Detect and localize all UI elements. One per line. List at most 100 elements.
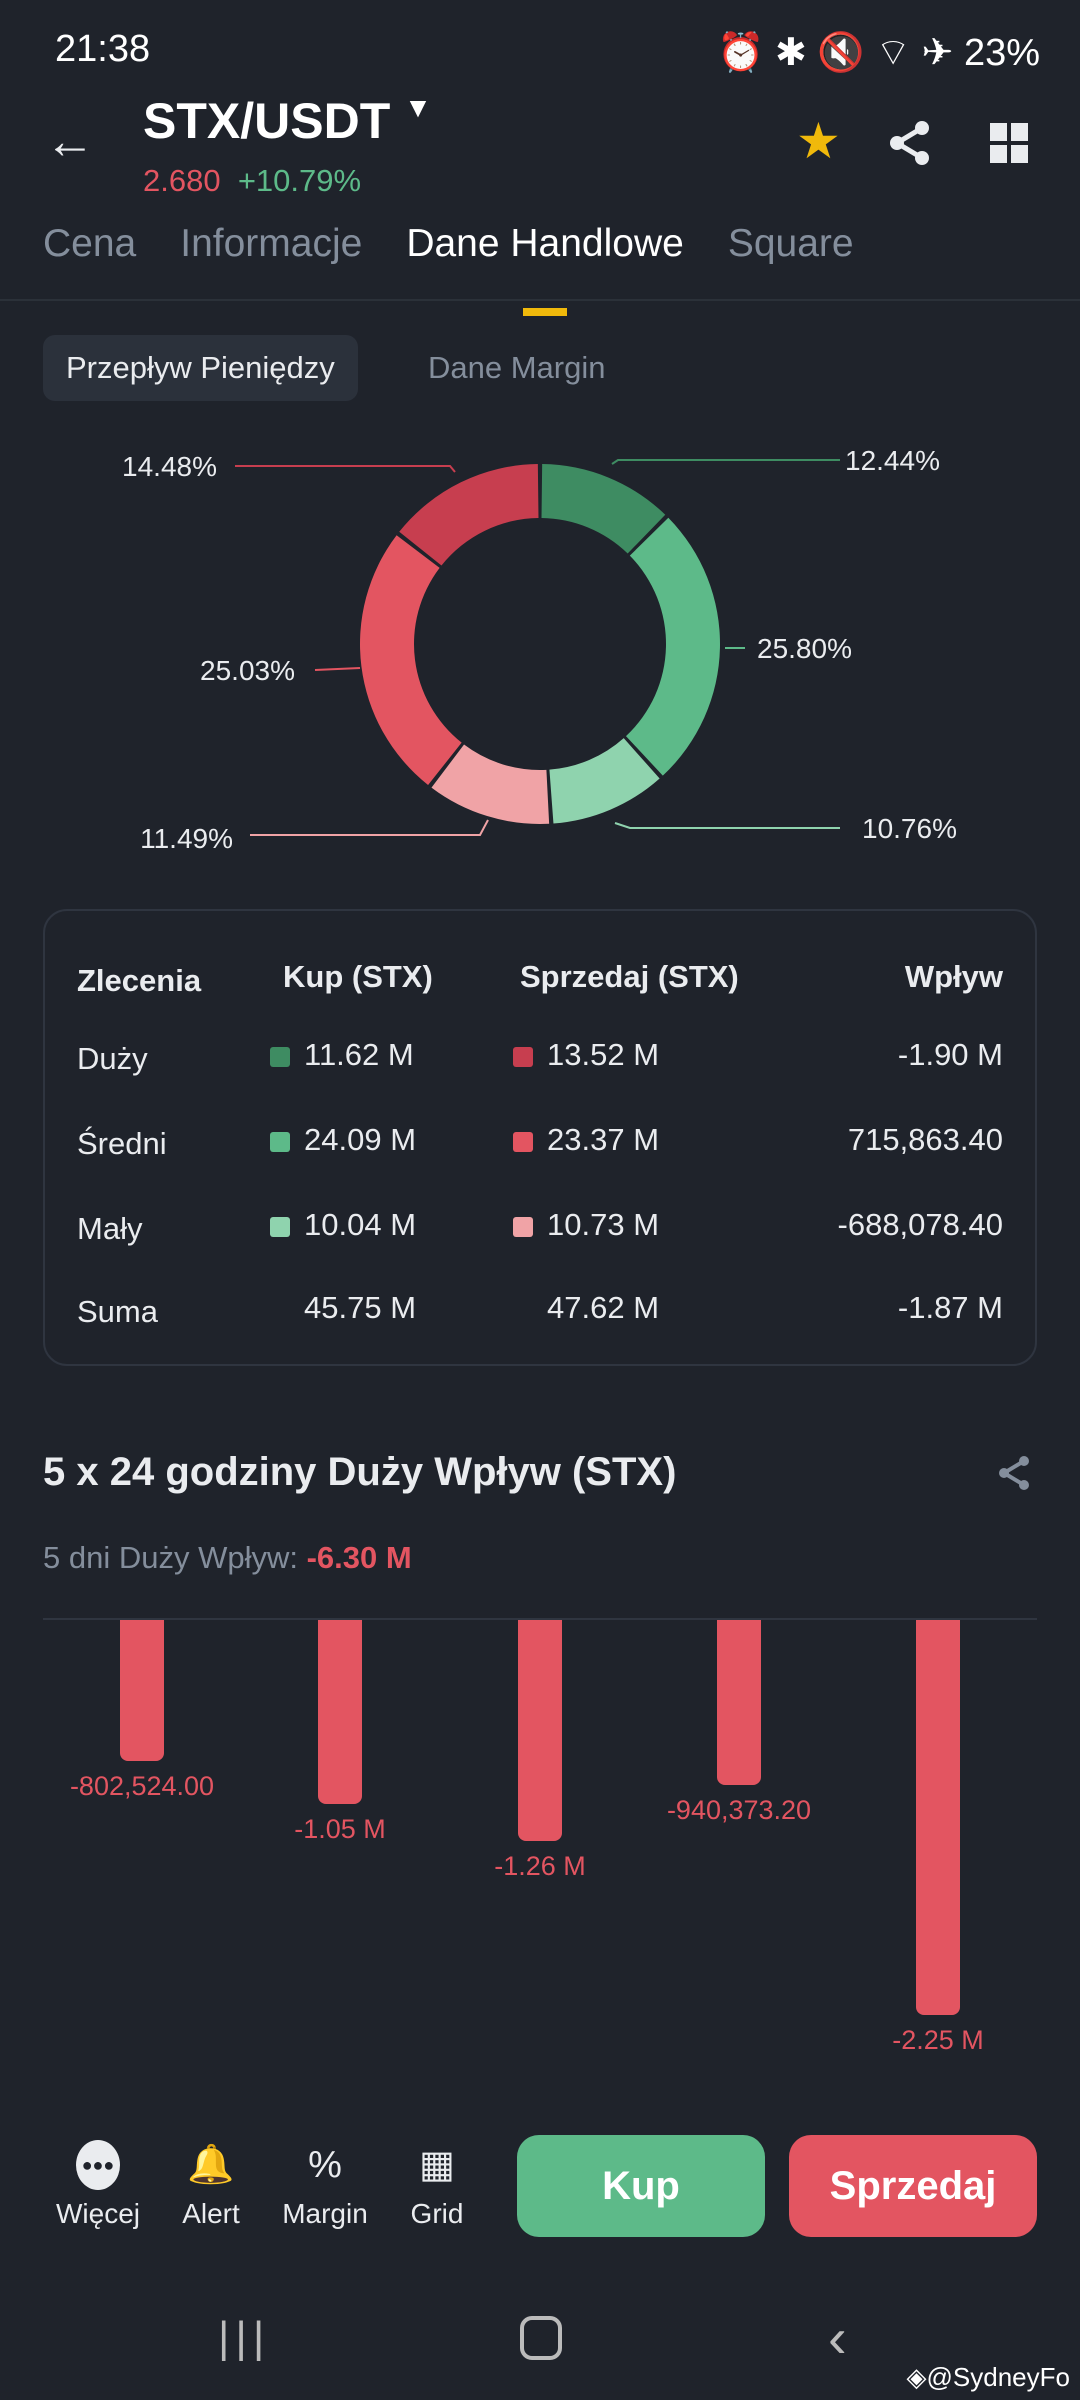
subtab-money-flow[interactable]: Przepływ Pieniędzy [43, 335, 358, 401]
grid-layout-icon[interactable] [990, 123, 1028, 163]
pair-title[interactable]: STX/USDT ▼ [143, 92, 432, 150]
share-icon[interactable] [888, 120, 932, 166]
status-icons: ⏰ ✱ 🔇 ⌔ ✈ [717, 32, 964, 74]
donut-label: 11.49% [140, 823, 233, 854]
sell-legend-swatch [513, 1131, 533, 1152]
tab-divider [0, 299, 1080, 301]
donut-label: 25.80% [757, 633, 852, 664]
header-buy: Kup (STX) [283, 959, 433, 994]
inflow-subtitle-value: -6.30 M [306, 1540, 412, 1575]
sell-value: 10.73 M [547, 1207, 660, 1242]
inflow-subtitle: 5 dni Duży Wpływ: -6.30 M [43, 1540, 412, 1576]
donut-leader-line [611, 459, 840, 465]
donut-leader-line [250, 819, 489, 836]
toolbar-label: Alert [182, 2198, 240, 2229]
buy-legend-swatch [270, 1131, 290, 1152]
inflow-bar-label: -1.05 M [294, 1814, 386, 1845]
bell-icon: 🔔 [187, 2144, 235, 2186]
donut-leader-line [235, 465, 456, 473]
inflow-bar [717, 1620, 761, 1786]
toolbar-label: Grid [410, 2198, 464, 2229]
toolbar-grid[interactable]: ▦ Grid [382, 2140, 492, 2230]
watermark-text: @SydneyFo [926, 2362, 1070, 2392]
toolbar-alert[interactable]: 🔔 Alert [156, 2140, 266, 2230]
price-row: 2.680 +10.79% [143, 163, 361, 199]
row-name: Duży [77, 1041, 148, 1076]
back-arrow-icon[interactable]: ← [45, 113, 95, 169]
battery-level: 23% [963, 32, 1040, 74]
inflow-bar [916, 1620, 960, 2015]
row-flow: 715,863.40 [847, 1122, 1003, 1157]
star-icon[interactable]: ★ [796, 113, 841, 169]
donut-slice [399, 464, 539, 566]
row-flow: -1.90 M [897, 1037, 1003, 1072]
buy-value: 45.75 M [304, 1290, 417, 1325]
sell-button[interactable]: Sprzedaj [789, 2135, 1037, 2237]
tab-trading-data[interactable]: Dane Handlowe [406, 222, 684, 316]
pair-name: STX/USDT [143, 93, 391, 149]
back-nav-icon[interactable]: ‹ [828, 2306, 847, 2369]
row-sell: 23.37 M [513, 1122, 659, 1158]
donut-label: 14.48% [122, 451, 217, 482]
grid-icon: ▦ [419, 2144, 455, 2186]
dropdown-icon: ▼ [404, 92, 432, 123]
row-sell: 47.62 M [513, 1290, 659, 1326]
inflow-share-icon[interactable] [997, 1455, 1031, 1491]
donut-slice [549, 738, 660, 824]
tab-bar: Cena Informacje Dane Handlowe Square [43, 222, 854, 316]
chart-baseline [43, 1618, 1037, 1620]
donut-slice [359, 535, 462, 785]
header-sell: Sprzedaj (STX) [520, 959, 739, 994]
more-icon: ●●● [76, 2140, 120, 2190]
tab-info[interactable]: Informacje [180, 222, 363, 265]
percent-icon: % [308, 2144, 342, 2186]
tab-price[interactable]: Cena [43, 222, 137, 265]
inflow-bar-label: -2.25 M [892, 2025, 984, 2055]
status-time: 21:38 [55, 28, 151, 70]
home-icon[interactable] [520, 2316, 562, 2360]
toolbar-label: Więcej [55, 2198, 140, 2229]
donut-slice [541, 464, 666, 554]
row-sell: 10.73 M [513, 1207, 659, 1243]
header-orders: Zlecenia [77, 963, 202, 998]
row-name: Suma [77, 1294, 158, 1329]
buy-value: 24.09 M [304, 1122, 417, 1157]
buy-value: 10.04 M [304, 1207, 417, 1242]
status-battery: ⏰ ✱ 🔇 ⌔ ✈ 23% [717, 28, 1040, 76]
inflow-bar [318, 1620, 362, 1805]
sell-value: 13.52 M [547, 1037, 660, 1072]
inflow-bar [120, 1620, 164, 1761]
row-sell: 13.52 M [513, 1037, 659, 1073]
row-buy: 24.09 M [270, 1122, 416, 1158]
row-buy: 10.04 M [270, 1207, 416, 1243]
inflow-subtitle-label: 5 dni Duży Wpływ: [43, 1540, 298, 1575]
watermark: ◈@SydneyFo [906, 2362, 1070, 2392]
buy-legend-swatch [270, 1216, 290, 1237]
sell-value: 23.37 M [547, 1122, 660, 1157]
buy-button[interactable]: Kup [517, 2135, 765, 2237]
buy-legend-swatch [270, 1046, 290, 1067]
row-buy: 11.62 M [270, 1037, 414, 1073]
last-price: 2.680 [143, 163, 221, 198]
donut-label: 12.44% [845, 445, 940, 476]
row-name: Mały [77, 1211, 143, 1246]
toolbar-więcej[interactable]: ●●● Więcej [43, 2140, 153, 2230]
buy-value: 11.62 M [304, 1037, 414, 1072]
money-flow-donut: 12.44% 25.80% 10.76% 11.49% 25.03% 14.48% [122, 445, 957, 854]
toolbar-label: Margin [282, 2198, 368, 2229]
sell-legend-swatch [513, 1046, 533, 1067]
price-change: +10.79% [237, 163, 362, 198]
donut-slice [431, 744, 550, 824]
toolbar-margin[interactable]: % Margin [270, 2140, 380, 2230]
recent-apps-icon[interactable]: ||| [218, 2313, 271, 2362]
row-flow: -1.87 M [897, 1290, 1003, 1325]
row-name: Średni [77, 1126, 167, 1161]
inflow-bar-label: -1.26 M [494, 1851, 586, 1882]
donut-label: 25.03% [200, 655, 295, 686]
subtab-margin-data[interactable]: Dane Margin [428, 350, 606, 385]
donut-leader-line [614, 822, 840, 829]
header-flow: Wpływ [904, 959, 1003, 994]
tab-square[interactable]: Square [727, 222, 854, 265]
orders-table: Zlecenia Kup (STX) Sprzedaj (STX) Wpływ … [43, 909, 1037, 1366]
sell-value: 47.62 M [547, 1290, 660, 1325]
